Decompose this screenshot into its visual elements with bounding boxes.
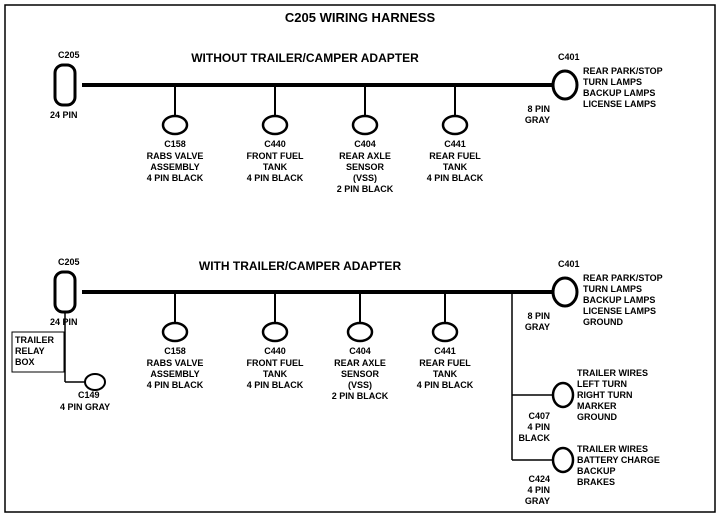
drop-text: (VSS) <box>348 380 372 390</box>
c149-pin: 4 PIN GRAY <box>60 402 110 412</box>
relay-label: TRAILER <box>15 335 54 345</box>
c401-legend: REAR PARK/STOP <box>583 66 663 76</box>
c205-pin: 24 PIN <box>50 110 78 120</box>
drop-text: RABS VALVE <box>147 151 204 161</box>
drop-text: REAR FUEL <box>419 358 471 368</box>
drop-conn <box>163 323 187 341</box>
c205b-code: C205 <box>58 257 80 267</box>
drop-text: ASSEMBLY <box>150 162 199 172</box>
drop-code: C158 <box>164 139 186 149</box>
drop-text: SENSOR <box>341 369 380 379</box>
drop-text: REAR AXLE <box>334 358 386 368</box>
c401b-legend: LICENSE LAMPS <box>583 306 656 316</box>
drop-text: 2 PIN BLACK <box>332 391 389 401</box>
drop-conn <box>353 116 377 134</box>
c401b-legend: BACKUP LAMPS <box>583 295 655 305</box>
section1-subtitle: WITHOUT TRAILER/CAMPER ADAPTER <box>191 51 419 65</box>
drop-conn <box>163 116 187 134</box>
c407-legend: RIGHT TURN <box>577 390 633 400</box>
drop-text: TANK <box>443 162 468 172</box>
drop-text: 2 PIN BLACK <box>337 184 394 194</box>
drop-text: 4 PIN BLACK <box>417 380 474 390</box>
drop-code: C440 <box>264 139 286 149</box>
c401b-legend: GROUND <box>583 317 623 327</box>
drop-conn <box>263 323 287 341</box>
c424-legend: TRAILER WIRES <box>577 444 648 454</box>
c205b-pin: 24 PIN <box>50 317 78 327</box>
section2-subtitle: WITH TRAILER/CAMPER ADAPTER <box>199 259 402 273</box>
c407-legend: GROUND <box>577 412 617 422</box>
c205-top <box>55 65 75 105</box>
drop-conn <box>433 323 457 341</box>
drop-text: RABS VALVE <box>147 358 204 368</box>
c407-legend: MARKER <box>577 401 617 411</box>
drop-conn <box>348 323 372 341</box>
page-title: C205 WIRING HARNESS <box>285 10 436 25</box>
drop-text: ASSEMBLY <box>150 369 199 379</box>
drop-text: 4 PIN BLACK <box>427 173 484 183</box>
drop-text: TANK <box>433 369 458 379</box>
c401-bot <box>553 278 577 306</box>
c424-color: GRAY <box>525 496 550 506</box>
drop-text: TANK <box>263 162 288 172</box>
c401b-color: GRAY <box>525 322 550 332</box>
drop-code: C404 <box>349 346 371 356</box>
relay-label: BOX <box>15 357 35 367</box>
c401-top <box>553 71 577 99</box>
drop-code: C158 <box>164 346 186 356</box>
c424-code: C424 <box>528 474 550 484</box>
c149-code: C149 <box>78 390 100 400</box>
c424-legend: BACKUP <box>577 466 616 476</box>
drop-code: C404 <box>354 139 376 149</box>
c401-legend: TURN LAMPS <box>583 77 642 87</box>
drop-text: FRONT FUEL <box>247 151 304 161</box>
drop-text: FRONT FUEL <box>247 358 304 368</box>
drop-text: 4 PIN BLACK <box>147 173 204 183</box>
c401-legend: LICENSE LAMPS <box>583 99 656 109</box>
c424-pin: 4 PIN <box>527 485 550 495</box>
c424-legend: BRAKES <box>577 477 615 487</box>
drop-code: C440 <box>264 346 286 356</box>
c401-pin: 8 PIN <box>527 104 550 114</box>
c401b-legend: REAR PARK/STOP <box>583 273 663 283</box>
drop-code: C441 <box>434 346 456 356</box>
c401b-pin: 8 PIN <box>527 311 550 321</box>
c401-code: C401 <box>558 52 580 62</box>
drop-code: C441 <box>444 139 466 149</box>
c149-conn <box>85 374 105 390</box>
c401b-legend: TURN LAMPS <box>583 284 642 294</box>
c424-conn <box>553 448 573 472</box>
c407-legend: LEFT TURN <box>577 379 627 389</box>
c401-color: GRAY <box>525 115 550 125</box>
drop-conn <box>263 116 287 134</box>
c407-code: C407 <box>528 411 550 421</box>
relay-label: RELAY <box>15 346 45 356</box>
drop-text: SENSOR <box>346 162 385 172</box>
c205-code: C205 <box>58 50 80 60</box>
c401-legend: BACKUP LAMPS <box>583 88 655 98</box>
c424-legend: BATTERY CHARGE <box>577 455 660 465</box>
drop-conn <box>443 116 467 134</box>
drop-text: TANK <box>263 369 288 379</box>
c205-bot <box>55 272 75 312</box>
c407-color: BLACK <box>519 433 551 443</box>
wiring-diagram: C205 WIRING HARNESS WITHOUT TRAILER/CAMPE… <box>0 0 720 517</box>
drop-text: 4 PIN BLACK <box>147 380 204 390</box>
drop-text: REAR AXLE <box>339 151 391 161</box>
c407-legend: TRAILER WIRES <box>577 368 648 378</box>
drop-text: (VSS) <box>353 173 377 183</box>
c407-conn <box>553 383 573 407</box>
drop-text: 4 PIN BLACK <box>247 173 304 183</box>
drop-text: REAR FUEL <box>429 151 481 161</box>
c407-pin: 4 PIN <box>527 422 550 432</box>
c401b-code: C401 <box>558 259 580 269</box>
drop-text: 4 PIN BLACK <box>247 380 304 390</box>
